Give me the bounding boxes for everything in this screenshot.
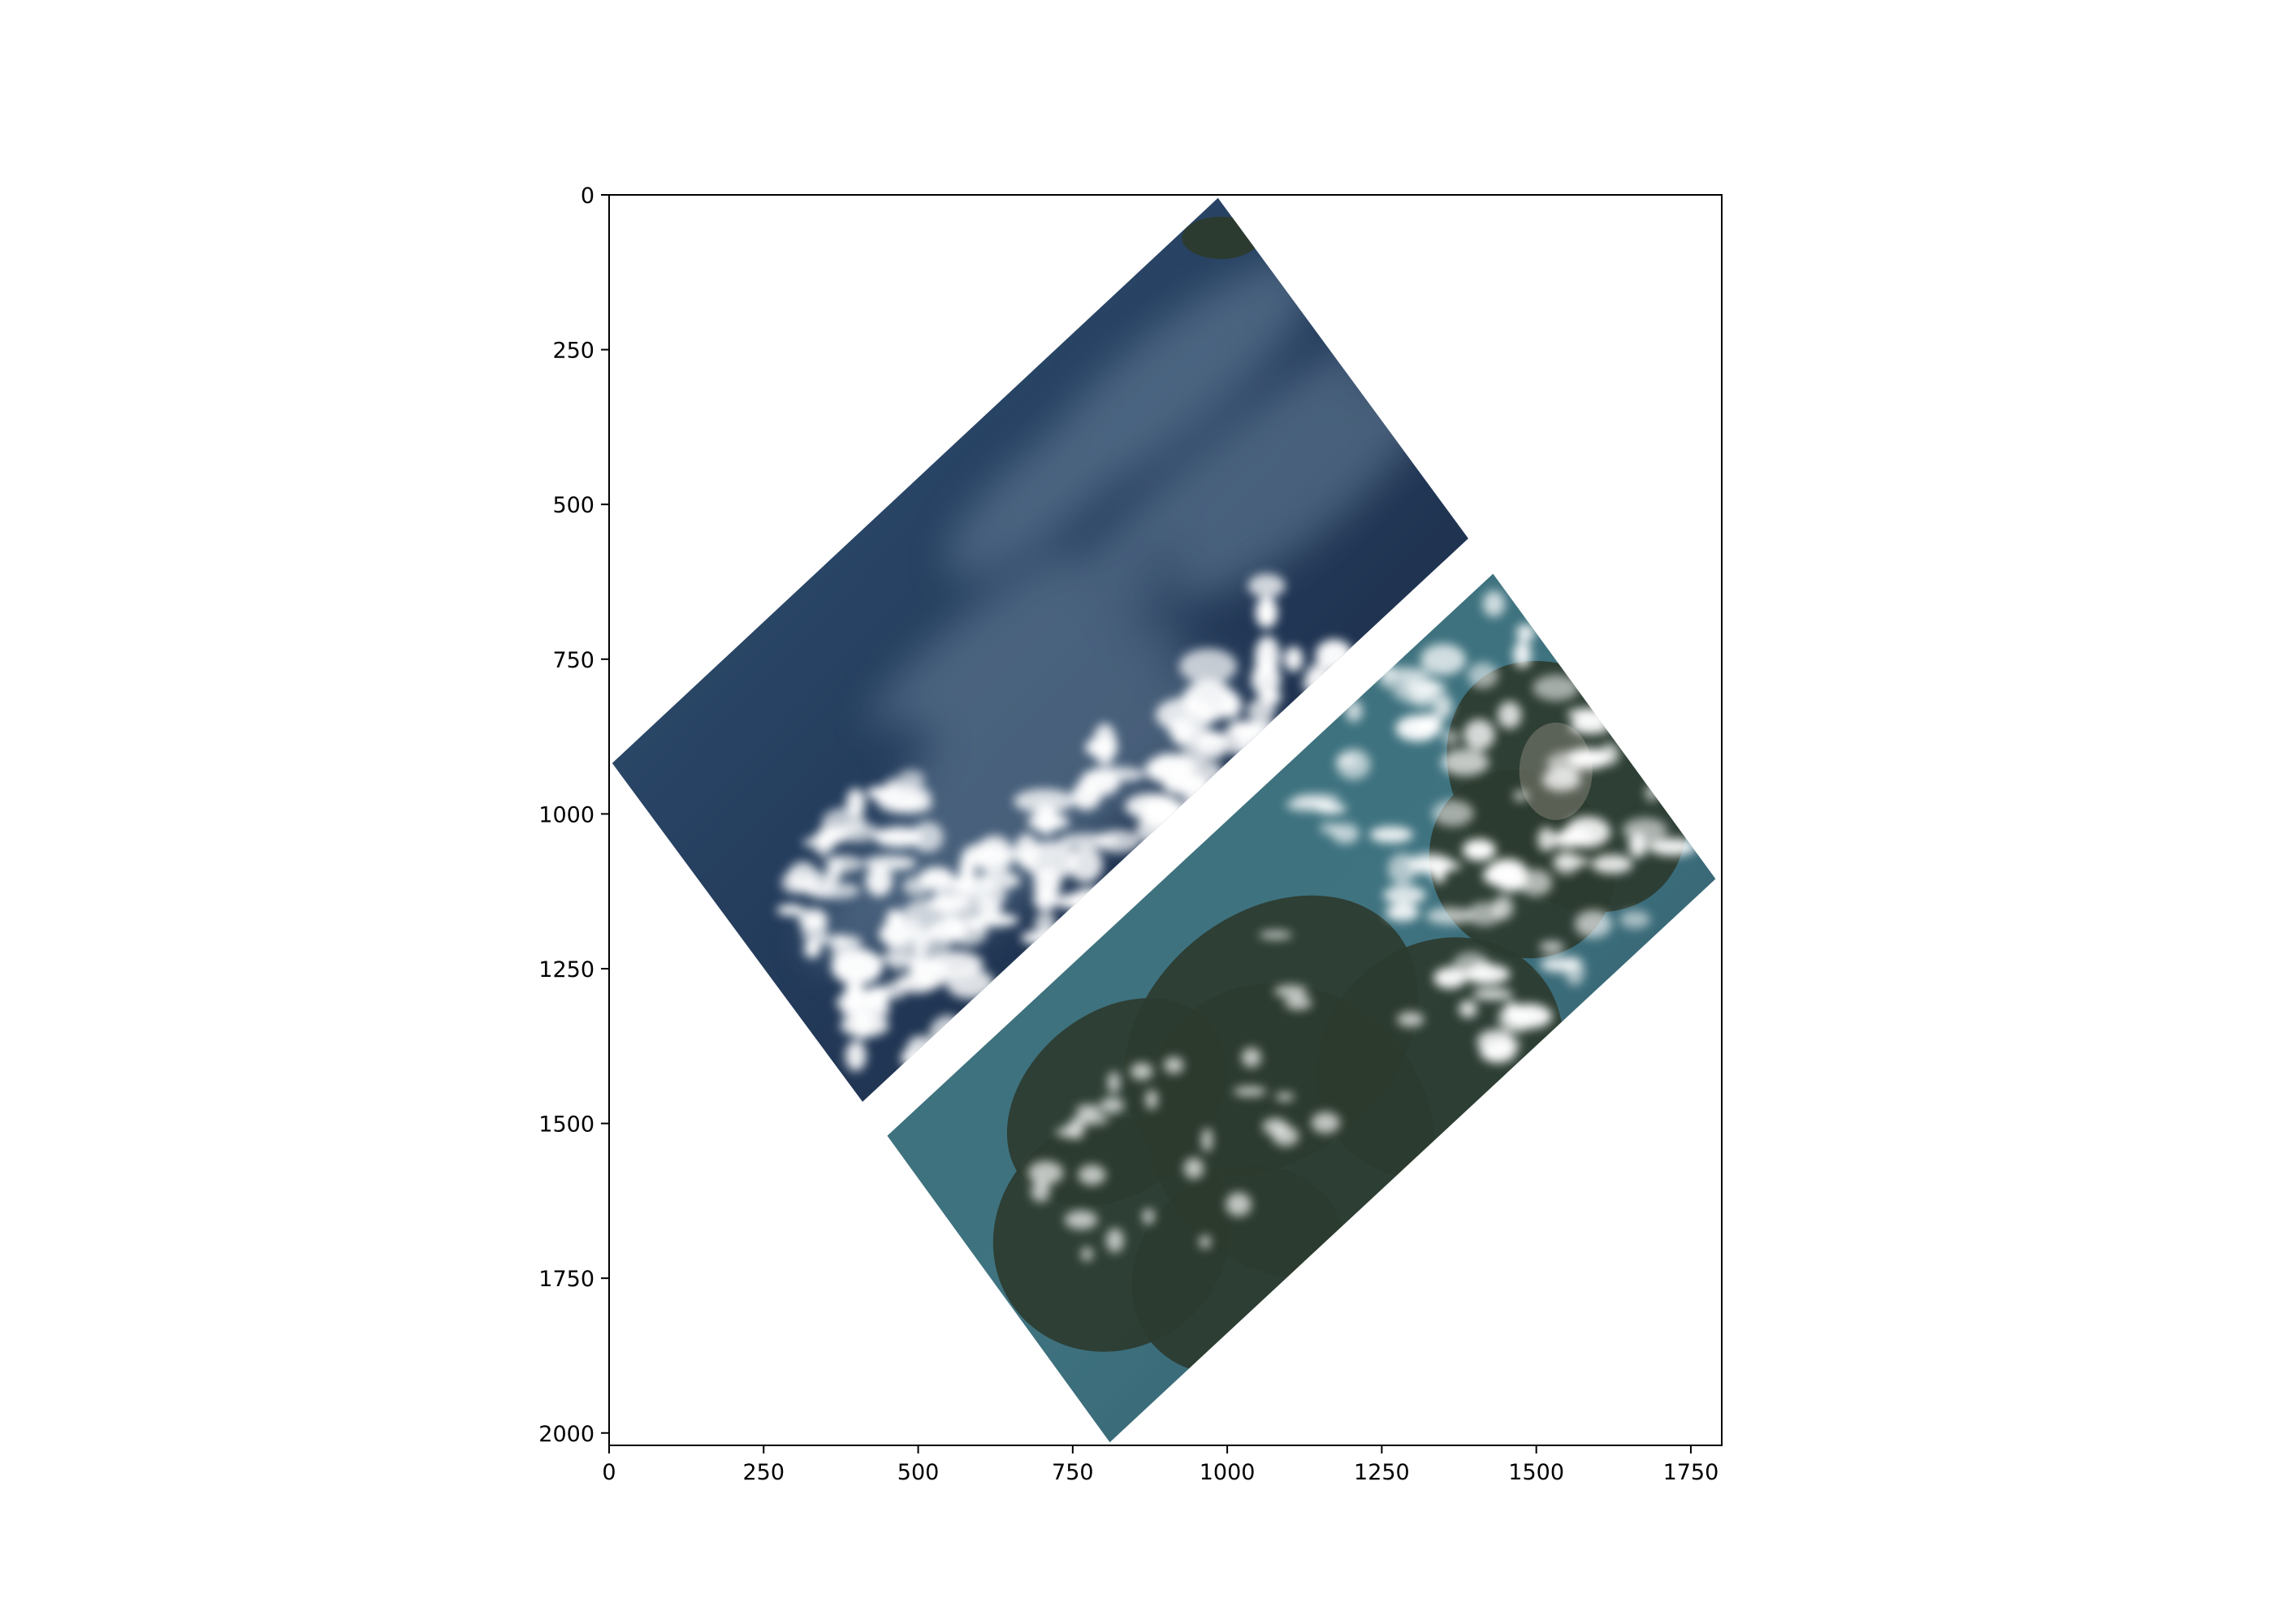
y-tick-label: 1750 [538,1267,594,1292]
clouds-upper [776,573,1353,1071]
x-tick-label: 1500 [1508,1460,1564,1485]
y-tick-label: 250 [552,339,594,364]
x-tick-label: 500 [897,1460,940,1485]
x-tick-label: 750 [1052,1460,1094,1485]
y-tick-label: 0 [581,184,594,209]
y-tick-label: 1000 [538,802,594,827]
x-tick-label: 0 [602,1460,616,1485]
island-top [1182,216,1260,259]
y-tick-label: 1500 [538,1112,594,1138]
x-tick-label: 250 [743,1460,785,1485]
y-tick-label: 750 [552,648,594,673]
plot-area [608,194,1723,1446]
y-tick-label: 500 [552,493,594,518]
x-tick-label: 1750 [1663,1460,1719,1485]
y-axis: 0 250 500 750 1000 1250 1500 1750 2000 [538,184,609,1447]
x-axis: 0 250 500 750 1000 1250 1500 1750 [602,1445,1718,1485]
image-panels [612,197,1716,1443]
x-tick-label: 1000 [1200,1460,1256,1485]
axes-frame [608,194,1723,1446]
x-tick-label: 1250 [1354,1460,1410,1485]
y-tick-label: 2000 [538,1422,594,1447]
y-tick-label: 1250 [538,957,594,983]
